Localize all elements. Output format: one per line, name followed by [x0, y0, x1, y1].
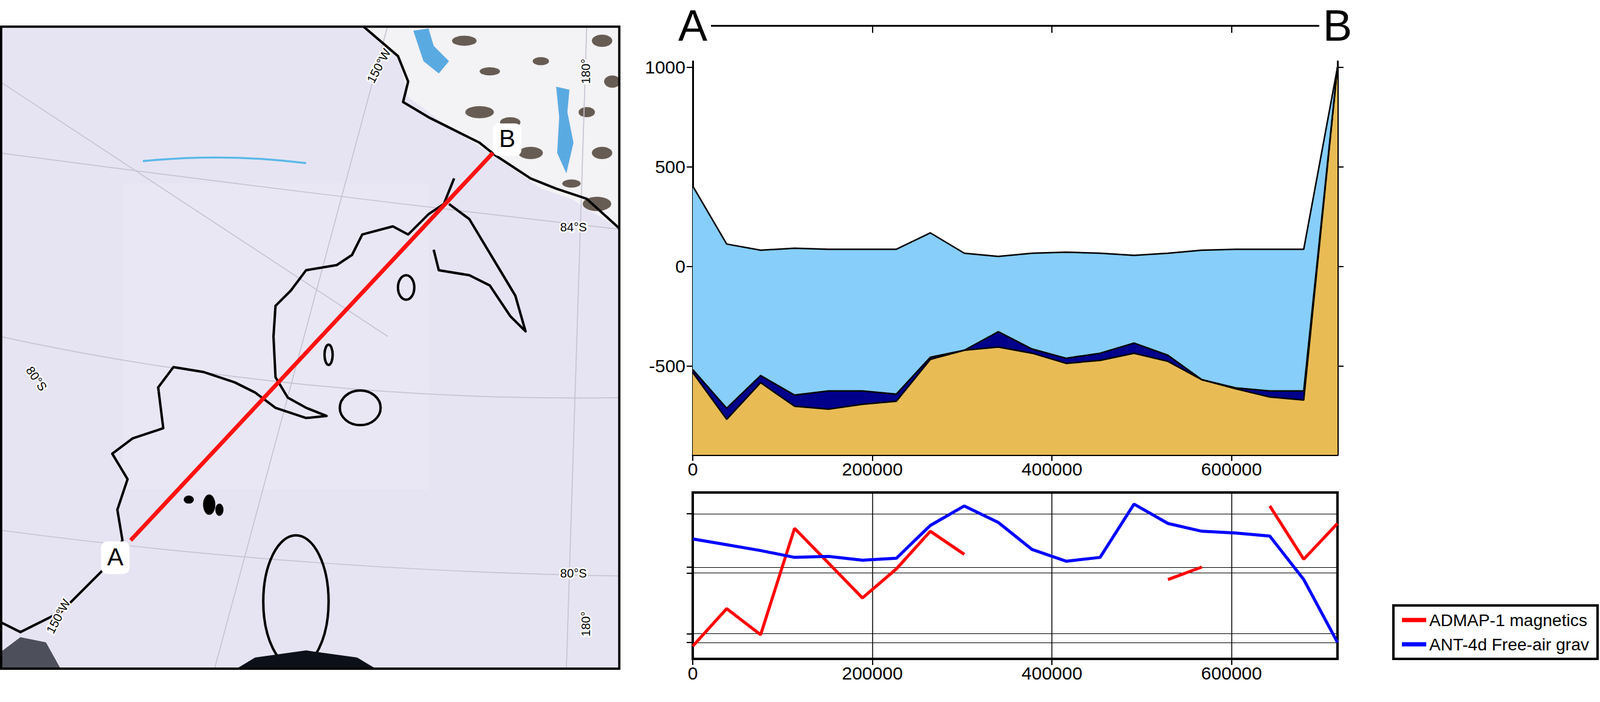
svg-text:150°W: 150°W: [363, 46, 394, 86]
svg-text:0: 0: [675, 256, 686, 277]
svg-text:-500: -500: [648, 356, 686, 377]
svg-text:180°: 180°: [579, 58, 593, 85]
svg-text:A: A: [678, 1, 708, 50]
svg-text:B: B: [1322, 1, 1353, 50]
svg-text:B: B: [498, 125, 516, 153]
svg-text:150°W: 150°W: [43, 597, 73, 637]
svg-text:400000: 400000: [1021, 459, 1083, 480]
svg-text:600000: 600000: [1201, 459, 1263, 480]
svg-text:ANT-4d Free-air grav: ANT-4d Free-air grav: [1429, 635, 1590, 655]
svg-text:80°S: 80°S: [23, 363, 50, 394]
svg-text:ADMAP-1 magnetics: ADMAP-1 magnetics: [1429, 611, 1588, 631]
svg-text:500: 500: [655, 156, 686, 177]
svg-text:A: A: [106, 543, 124, 572]
svg-text:80°S: 80°S: [560, 566, 588, 581]
svg-text:200000: 200000: [841, 459, 903, 480]
svg-text:400000: 400000: [1021, 663, 1083, 684]
svg-text:180°: 180°: [579, 611, 593, 638]
svg-text:84°S: 84°S: [560, 220, 588, 234]
svg-text:0: 0: [687, 459, 699, 480]
svg-text:0: 0: [687, 663, 699, 684]
svg-text:200000: 200000: [841, 663, 903, 684]
svg-text:1000: 1000: [644, 57, 686, 78]
svg-text:600000: 600000: [1201, 663, 1263, 684]
